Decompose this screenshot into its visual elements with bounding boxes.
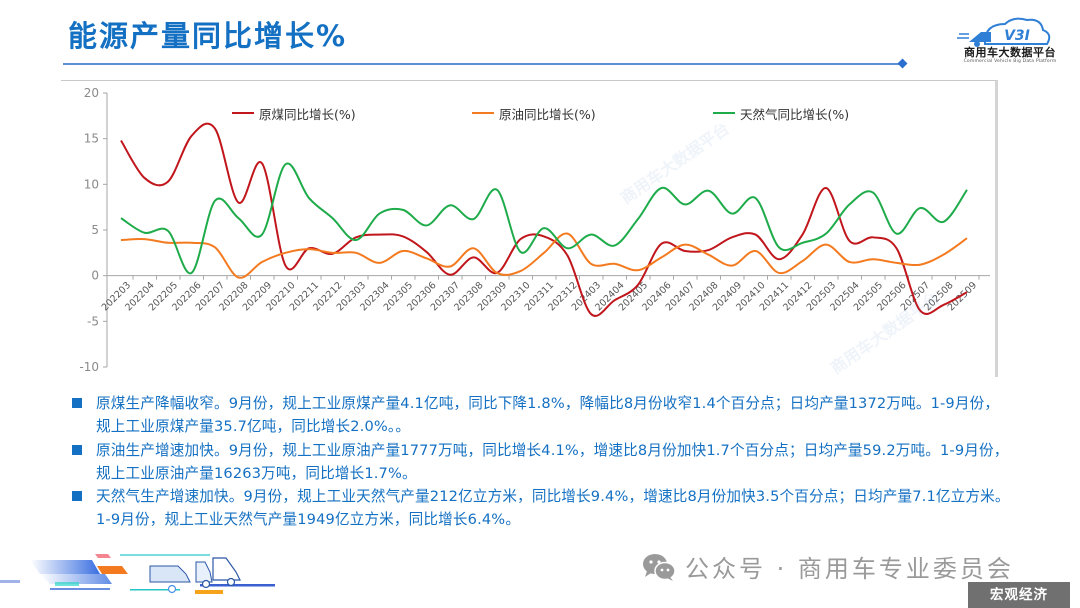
- bullet-text: 原煤生产降幅收窄。9月份，规上工业原煤产量4.1亿吨，同比下降1.8%，降幅比8…: [96, 395, 1000, 436]
- svg-text:V3I: V3I: [1004, 28, 1030, 44]
- wechat-icon: [643, 553, 676, 581]
- square-bullet-icon: [72, 491, 82, 502]
- square-bullet-icon: [72, 444, 82, 455]
- square-bullet-icon: [72, 398, 82, 408]
- y-tick-label: 0: [91, 269, 99, 283]
- series-line: [120, 122, 968, 317]
- y-tick-label: 20: [84, 86, 99, 100]
- y-tick-label: 5: [91, 223, 99, 237]
- y-tick-label: 15: [84, 132, 99, 146]
- legend-swatch-coal: [232, 112, 254, 114]
- logo-name: 商用车大数据平台: [964, 46, 1056, 59]
- chart-frame: [61, 80, 998, 377]
- page-title: 能源产量同比增长%: [68, 19, 348, 53]
- legend-swatch-oil: [472, 112, 494, 114]
- legend-oil: 原油同比增长(%): [472, 104, 596, 122]
- v3i-logo-icon: V3I: [957, 17, 1051, 47]
- y-tick-label: -10: [79, 360, 99, 374]
- category-tag: 宏观经济: [968, 582, 1070, 608]
- trucks-speed-graphic: [0, 554, 275, 594]
- wechat-account-label: 公众号 · 商用车专业委员会: [685, 555, 1014, 583]
- line-chart: 20151050-5-10202203202204202205202206202…: [79, 86, 990, 374]
- legend-swatch-gas: [713, 112, 735, 114]
- bullet-oil: 原油生产增速加快。9月份，规上工业原油产量1777万吨，同比增长4.1%，增速比…: [70, 439, 1010, 486]
- bullet-gas: 天然气生产增速加快。9月份，规上工业天然气产量212亿立方米，同比增长9.4%，…: [70, 485, 1010, 532]
- legend-label-coal: 原煤同比增长(%): [259, 106, 356, 122]
- y-tick-label: 10: [84, 177, 99, 191]
- wechat-account: 公众号 · 商用车专业委员会: [641, 549, 1014, 584]
- summary-bullets: 原煤生产降幅收窄。9月份，规上工业原煤产量4.1亿吨，同比下降1.8%，降幅比8…: [70, 392, 1010, 532]
- series-line: [120, 162, 968, 274]
- legend-gas: 天然气同比增长(%): [713, 104, 849, 122]
- bullet-coal: 原煤生产降幅收窄。9月份，规上工业原煤产量4.1亿吨，同比下降1.8%，降幅比8…: [70, 392, 1010, 439]
- legend-label-oil: 原油同比增长(%): [499, 106, 596, 122]
- bullet-text: 原油生产增速加快。9月份，规上工业原油产量1777万吨，同比增长4.1%，增速比…: [96, 441, 1009, 482]
- bullet-text: 天然气生产增速加快。9月份，规上工业天然气产量212亿立方米，同比增长9.4%，…: [96, 488, 1010, 529]
- logo-subtitle: Commercial Vehicle Big Data Platform: [963, 59, 1057, 64]
- title-divider: [63, 63, 905, 65]
- y-tick-label: -5: [87, 314, 99, 328]
- legend-label-gas: 天然气同比增长(%): [740, 106, 850, 122]
- legend-coal: 原煤同比增长(%): [232, 104, 356, 122]
- series-line: [120, 232, 968, 279]
